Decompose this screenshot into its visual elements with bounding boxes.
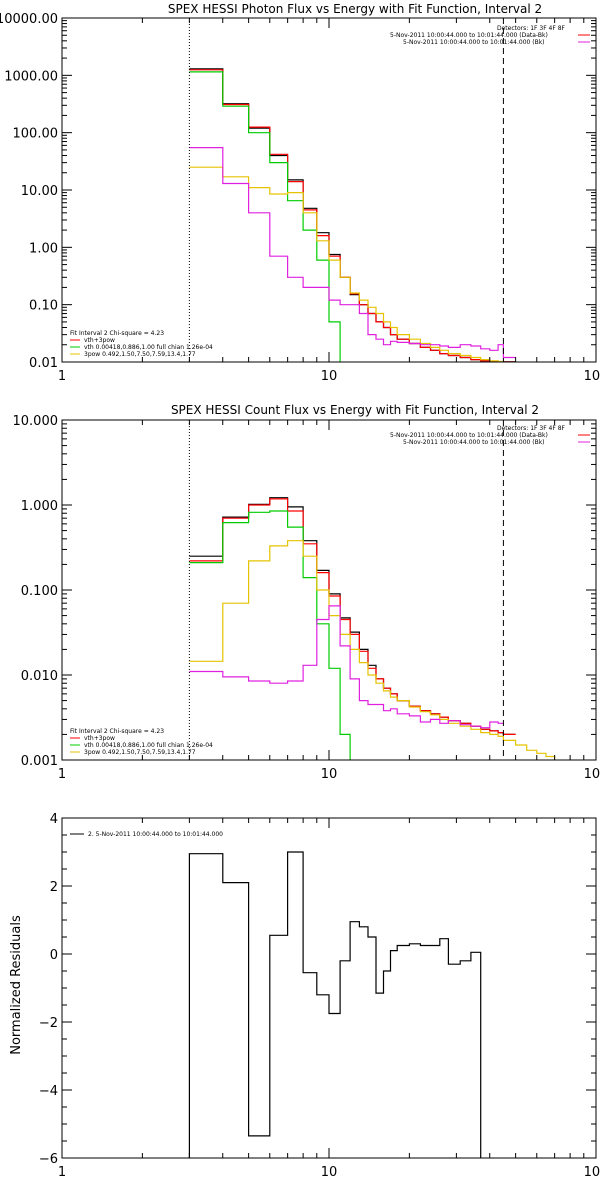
residuals-marks: 1 10 100 4 2 0 −2 −4 −6 [39,812,600,1180]
p0-xtick-label-1: 10 [321,369,338,384]
photon-fit-total: vth+3pow [84,337,115,344]
count-legend-detectors: Detectors: 1F 3F 4F 8F [497,425,566,432]
p1-ytick-label-3: 0.010 [21,669,58,684]
p0-xtick-label-0: 1 [58,369,66,384]
p2-ytick-label-5: −6 [39,1152,58,1167]
residuals-legend: 2. 5-Nov-2011 10:00:44.000 to 10:01:44.0… [88,831,223,838]
p1-ytick-label-0: 10.000 [13,414,59,429]
count-fit-interval: Fit Interval 2 Chi-square = 4.23 [70,728,164,735]
photon-flux-legend-top: Detectors: 1F 3F 4F 8F 5-Nov-2011 10:00:… [390,25,590,46]
p1-ytick-label-1: 1.000 [21,499,58,514]
p0-series-1 [189,69,516,362]
photon-legend-bk: 5-Nov-2011 10:00:44.000 to 10:01:44.000 … [403,39,545,46]
count-flux-title: SPEX HESSI Count Flux vs Energy with Fit… [171,403,539,417]
p1-series-group [189,497,556,760]
p0-series-4 [189,147,516,359]
count-flux-panel: SPEX HESSI Count Flux vs Energy with Fit… [13,403,600,782]
p1-ytick-label-4: 0.001 [21,754,58,769]
photon-fit-vth: vth 0.00418,0.886,1.00 full chian 1.26e-… [84,344,213,351]
p0-series-0 [189,68,516,362]
photon-fit-interval: Fit Interval 2 Chi-square = 4.23 [70,330,164,337]
count-fit-3pow: 3pow 0.492,1.50,7.50,7.59,13.4,1.77 [84,749,196,756]
count-fit-total: vth+3pow [84,735,115,742]
p0-series-3 [189,166,516,362]
p0-series-group [189,68,516,362]
photon-flux-marks: 1 10 100 10000.00 1000.00 100.00 10.00 1.00 0.10… [0,12,600,384]
count-flux-legend-bottom: Fit Interval 2 Chi-square = 4.23 vth+3po… [70,728,213,756]
p2-series-group [188,851,482,1158]
count-legend-bk: 5-Nov-2011 10:00:44.000 to 10:01:44.000 … [403,439,545,446]
p2-ytick-label-1: 2 [50,880,58,895]
p1-ytick-label-2: 0.100 [21,584,58,599]
p2-ytick-label-2: 0 [50,948,58,963]
p2-frame [61,817,597,1159]
photon-legend-detectors: Detectors: 1F 3F 4F 8F [497,25,566,32]
p2-series-0 [188,851,482,1158]
p1-xtick-label-0: 1 [58,767,66,782]
p0-ytick-label-6: 0.01 [29,356,58,371]
photon-flux-title: SPEX HESSI Photon Flux vs Energy with Fi… [168,2,542,16]
photon-fit-3pow: 3pow 0.492,1.50,7.50,7.59,13.4,1.77 [84,351,196,358]
count-fit-vth: vth 0.00418,0.886,1.00 full chian 1.26e-… [84,742,213,749]
p0-ytick-label-3: 10.00 [21,184,58,199]
p0-series-2 [189,71,341,362]
count-flux-legend-top: Detectors: 1F 3F 4F 8F 5-Nov-2011 10:00:… [390,425,590,446]
residuals-panel: 1 10 100 4 2 0 −2 −4 −6 Normalized Residuals 2. … [9,812,600,1180]
p1-xtick-label-1: 10 [321,767,338,782]
count-flux-marks: 1 10 100 10.000 1.000 0.100 0.010 0.001 [13,414,600,782]
p2-xtick-label-0: 1 [58,1165,66,1180]
p0-ytick-label-5: 0.10 [29,299,58,314]
p0-ytick-label-4: 1.00 [29,241,58,256]
p0-ytick-label-1: 1000.00 [4,69,58,84]
photon-legend-data-bk: 5-Nov-2011 10:00:44.000 to 10:01:44.000 … [390,32,548,39]
p0-ytick-label-2: 100.00 [13,127,59,142]
p1-series-2 [189,510,351,760]
p1-series-4 [189,605,504,729]
p1-series-0 [189,497,516,735]
p0-xtick-label-2: 100 [584,369,600,384]
p1-series-1 [189,498,516,735]
photon-flux-panel: SPEX HESSI Photon Flux vs Energy with Fi… [0,2,600,384]
photon-flux-legend-bottom: Fit Interval 2 Chi-square = 4.23 vth+3po… [70,330,213,358]
count-legend-data-bk: 5-Nov-2011 10:00:44.000 to 10:01:44.000 … [390,432,548,439]
p2-xtick-label-2: 100 [584,1165,600,1180]
p2-xtick-label-1: 10 [321,1165,338,1180]
p0-ytick-label-0: 10000.00 [0,12,58,27]
p2-ytick-label-4: −4 [39,1084,58,1099]
p1-xtick-label-2: 100 [584,767,600,782]
p2-ytick-label-0: 4 [50,812,58,827]
residuals-ylabel: Normalized Residuals [9,915,24,1055]
p1-series-3 [189,540,556,760]
p2-ytick-label-3: −2 [39,1016,58,1031]
